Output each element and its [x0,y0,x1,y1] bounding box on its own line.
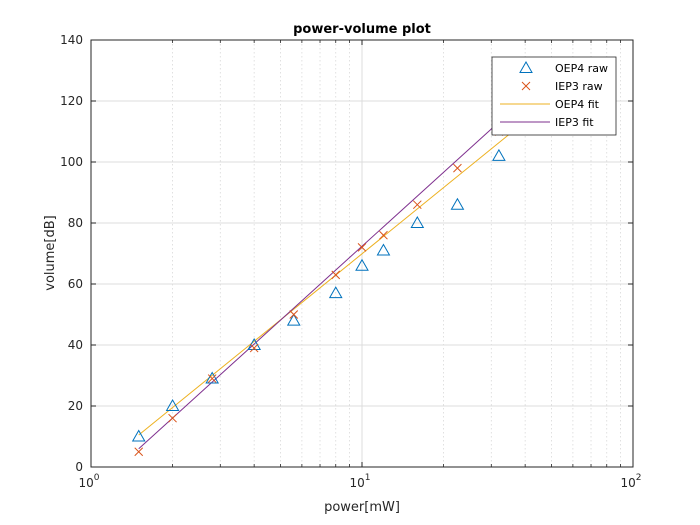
data-point-oep4-raw [286,313,301,326]
legend-label: IEP3 raw [555,80,603,93]
series-layer [131,85,540,457]
data-point-oep4-raw [492,148,506,161]
data-point-oep4-raw [131,429,146,442]
y-tick-label: 20 [68,399,83,413]
data-point-iep3-raw [207,374,217,383]
y-tick-label: 60 [68,277,83,291]
legend-label: OEP4 fit [555,98,600,111]
y-tick-label: 120 [60,94,83,108]
legend-symbol-iep3-raw [521,81,531,91]
data-point-oep4-raw [247,337,262,350]
data-point-iep3-raw [134,447,144,457]
legend-label: OEP4 raw [555,62,608,75]
data-point-iep3-raw [412,200,422,210]
legend-symbol-oep4-raw [519,60,533,73]
x-tick-label: 101 [349,473,370,490]
y-tick-label: 40 [68,338,83,352]
data-point-iep3-raw [168,413,177,423]
data-point-oep4-raw [355,258,369,271]
data-point-iep3-raw [289,310,299,319]
data-point-iep3-raw [357,243,367,252]
x-tick-label: 102 [620,473,641,490]
data-point-oep4-raw [410,215,425,228]
legend-label: IEP3 fit [555,116,594,129]
x-tick-label: 100 [78,473,99,490]
series-line-iep3-fit [138,85,540,450]
data-point-oep4-raw [450,197,465,210]
legend: OEP4 raw IEP3 raw OEP4 fit IEP3 fit [491,56,617,136]
data-point-oep4-raw [376,243,391,256]
y-tick-label: 0 [75,460,83,474]
data-point-oep4-raw [205,371,220,384]
x-axis-title: power[mW] [324,500,400,515]
data-point-iep3-raw [379,230,388,240]
y-tick-label: 100 [60,155,83,169]
y-tick-label: 140 [60,33,83,47]
data-point-iep3-raw [453,163,462,173]
data-point-oep4-raw [328,286,343,299]
y-tick-label: 80 [68,216,83,230]
ticks: 100 101 102 0 20 40 60 80 100 120 140 [60,33,641,490]
series-line-oep4-fit [138,109,540,436]
y-axis-title: volume[dB] [43,215,58,290]
chart-title: power-volume plot [293,22,431,37]
data-point-oep4-raw [165,398,180,411]
data-point-iep3-raw [249,343,259,353]
data-point-iep3-raw [331,270,341,280]
